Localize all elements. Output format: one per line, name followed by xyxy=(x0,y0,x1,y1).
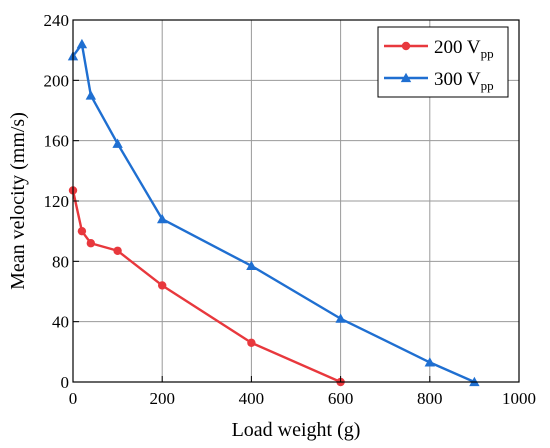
x-tick-label: 200 xyxy=(149,389,175,408)
series-0 xyxy=(68,186,345,387)
legend-label: 300 Vpp xyxy=(434,69,494,93)
y-tick-label: 160 xyxy=(44,132,70,151)
legend-marker xyxy=(400,72,412,83)
series-line xyxy=(71,190,342,384)
legend-series-name: 200 V xyxy=(434,37,481,58)
data-point xyxy=(424,357,435,367)
x-tick-label: 400 xyxy=(239,389,265,408)
x-tick-label: 600 xyxy=(328,389,354,408)
x-tick-label: 1000 xyxy=(502,389,536,408)
legend-series-name: 300 V xyxy=(434,69,481,90)
x-axis-label: Load weight (g) xyxy=(232,419,361,441)
y-tick-label: 40 xyxy=(52,313,69,332)
data-point xyxy=(247,338,256,347)
y-axis-label: Mean velocity (mm/s) xyxy=(7,112,29,290)
legend-entry: 200 Vpp xyxy=(384,37,494,61)
data-point xyxy=(335,313,346,323)
data-point xyxy=(112,138,123,148)
legend-series-subscript: pp xyxy=(481,78,494,93)
data-point xyxy=(86,239,96,248)
data-point xyxy=(246,260,257,271)
y-tick-label: 200 xyxy=(44,71,70,90)
axis-ticks: 0 200 400 600 800 1000 0 40 80 120 160 200 240 xyxy=(44,11,537,408)
data-point xyxy=(157,213,168,224)
y-tick-label: 240 xyxy=(44,11,70,30)
x-tick-label: 800 xyxy=(417,389,443,408)
y-tick-label: 0 xyxy=(61,373,70,392)
data-point xyxy=(85,90,97,100)
legend-entry: 300 Vpp xyxy=(384,69,494,93)
y-tick-label: 80 xyxy=(52,252,69,271)
y-tick-label: 120 xyxy=(44,192,70,211)
legend-label: 200 Vpp xyxy=(434,37,494,61)
x-tick-label: 0 xyxy=(69,389,78,408)
data-point xyxy=(77,226,87,236)
legend-marker xyxy=(401,41,411,51)
data-point xyxy=(158,281,167,290)
data-point xyxy=(76,38,88,49)
data-point xyxy=(113,246,122,255)
legend-series-subscript: pp xyxy=(481,46,494,61)
legend-box xyxy=(377,26,509,98)
